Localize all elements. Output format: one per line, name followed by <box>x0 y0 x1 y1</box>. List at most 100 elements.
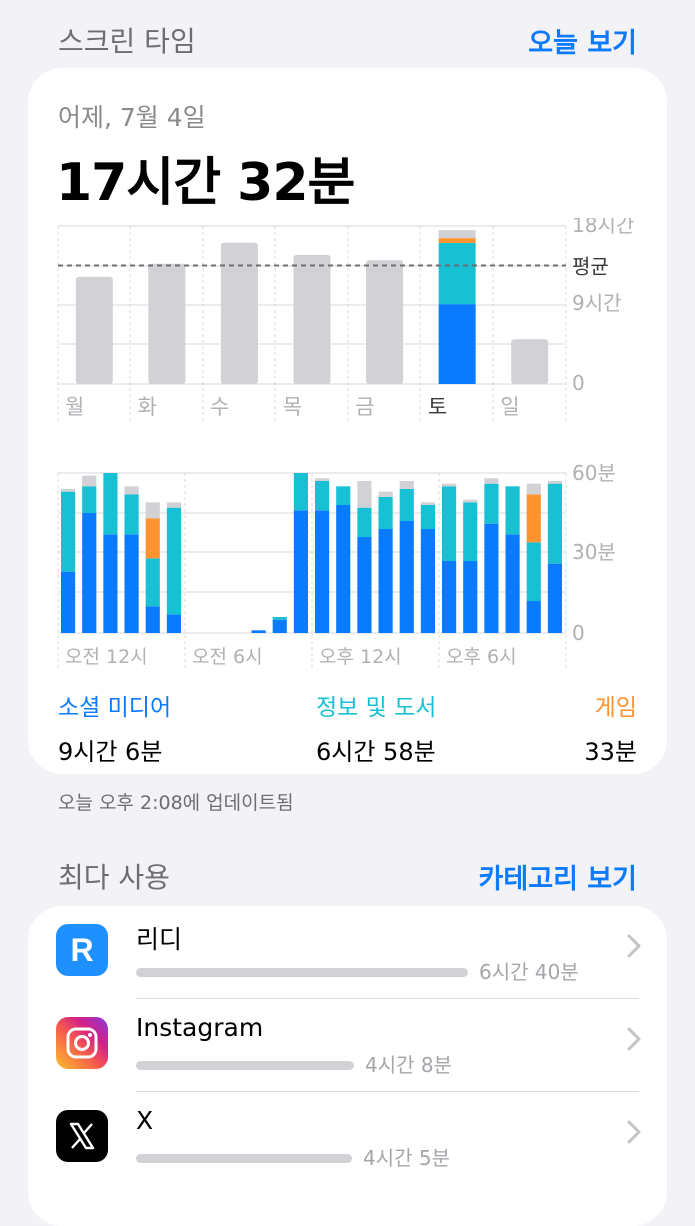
weekly-bar-segment-game[interactable] <box>438 238 476 243</box>
most-used-list: R 리디 6시간 40분 Instagram 4시간 8분 X 4시간 5분 <box>28 906 667 1226</box>
weekly-y-tick: 0 <box>572 371 585 395</box>
hourly-bar-segment-info[interactable] <box>103 473 118 535</box>
hourly-bar-segment-info[interactable] <box>315 481 330 511</box>
usage-time: 6시간 40분 <box>479 960 579 984</box>
hourly-bar-segment-game[interactable] <box>145 518 160 559</box>
hourly-y-tick: 30분 <box>572 540 616 564</box>
hourly-chart[interactable]: 오전 12시 오전 6시 오후 12시 오후 6시 60분 30분 0 <box>28 463 667 683</box>
hourly-bar-segment-social[interactable] <box>336 505 351 633</box>
hourly-bar-segment-info[interactable] <box>505 486 520 535</box>
hourly-bar-segment-info[interactable] <box>463 502 478 561</box>
chevron-right-icon <box>627 934 641 958</box>
hourly-bar-segment-info[interactable] <box>272 617 287 620</box>
weekly-bar-segment-other[interactable] <box>438 230 476 239</box>
hourly-bar-segment-social[interactable] <box>420 529 435 633</box>
weekly-bar[interactable] <box>75 276 113 384</box>
hourly-bar-segment-social[interactable] <box>547 563 562 633</box>
weekly-bar[interactable] <box>148 263 186 384</box>
weekly-bar[interactable] <box>293 254 331 384</box>
hourly-bar-segment-other[interactable] <box>484 478 499 484</box>
weekly-y-tick: 9시간 <box>572 291 622 315</box>
hourly-bar-segment-social[interactable] <box>526 601 541 633</box>
category-game: 게임 33분 <box>584 688 637 767</box>
view-today-link[interactable]: 오늘 보기 <box>528 27 637 59</box>
hourly-bar-segment-info[interactable] <box>336 486 351 505</box>
most-used-header: 최다 사용 카테고리 보기 <box>58 856 637 896</box>
app-name: 리디 <box>136 925 183 954</box>
hourly-bar-segment-social[interactable] <box>251 630 266 633</box>
hourly-bar-segment-other[interactable] <box>357 481 372 508</box>
hourly-bar-segment-social[interactable] <box>357 537 372 633</box>
hourly-bar-segment-social[interactable] <box>61 571 76 633</box>
weekly-bar-segment-social[interactable] <box>438 304 476 384</box>
hourly-x-label: 오전 6시 <box>192 646 263 668</box>
view-categories-link[interactable]: 카테고리 보기 <box>478 863 637 895</box>
hourly-bar-segment-info[interactable] <box>399 489 414 521</box>
hourly-bar-segment-other[interactable] <box>420 502 435 505</box>
total-time: 17시간 32분 <box>56 153 355 213</box>
app-row-x[interactable]: X 4시간 5분 <box>28 1092 667 1185</box>
updated-label: 오늘 오후 2:08에 업데이트됨 <box>58 792 294 814</box>
hourly-bar-segment-social[interactable] <box>378 529 393 633</box>
hourly-bar-segment-info[interactable] <box>547 483 562 564</box>
hourly-bar-segment-social[interactable] <box>484 523 499 633</box>
hourly-bar-segment-other[interactable] <box>124 486 139 495</box>
app-row-ridi[interactable]: R 리디 6시간 40분 <box>28 906 667 999</box>
hourly-bar-segment-social[interactable] <box>293 510 308 633</box>
weekly-bar-segment-info[interactable] <box>438 242 476 305</box>
hourly-bar-segment-info[interactable] <box>145 558 160 607</box>
hourly-bar-segment-info[interactable] <box>82 486 97 513</box>
hourly-bar-segment-info[interactable] <box>124 494 139 535</box>
hourly-bar-segment-social[interactable] <box>124 534 139 633</box>
weekly-bar[interactable] <box>511 339 549 384</box>
hourly-bar-segment-other[interactable] <box>378 491 393 497</box>
hourly-bar-segment-other[interactable] <box>82 475 97 487</box>
hourly-bar-segment-other[interactable] <box>315 478 330 481</box>
hourly-bar-segment-info[interactable] <box>378 497 393 529</box>
hourly-bar-segment-social[interactable] <box>166 614 181 633</box>
hourly-bar-segment-info[interactable] <box>442 486 457 561</box>
hourly-bar-segment-game[interactable] <box>526 494 541 543</box>
usage-bar <box>136 1154 352 1163</box>
category-social: 소셜 미디어 9시간 6분 <box>58 688 171 767</box>
hourly-bar-segment-social[interactable] <box>399 521 414 633</box>
hourly-bar-segment-other[interactable] <box>526 483 541 495</box>
hourly-bar-segment-info[interactable] <box>420 505 435 529</box>
hourly-bar-segment-social[interactable] <box>463 561 478 633</box>
hourly-bar-segment-social[interactable] <box>103 534 118 633</box>
hourly-bar-segment-other[interactable] <box>399 481 414 489</box>
x-icon <box>56 1110 108 1162</box>
hourly-bar-segment-social[interactable] <box>272 619 287 633</box>
hourly-bar-segment-info[interactable] <box>61 491 76 572</box>
weekly-bar[interactable] <box>366 260 404 384</box>
weekly-day-label: 수 <box>210 395 229 419</box>
hourly-bar-segment-info[interactable] <box>357 507 372 537</box>
hourly-bar-segment-other[interactable] <box>166 502 181 508</box>
section-title: 스크린 타임 <box>58 25 196 58</box>
app-row-instagram[interactable]: Instagram 4시간 8분 <box>28 999 667 1092</box>
app-name: Instagram <box>136 1013 264 1042</box>
hourly-bar-segment-info[interactable] <box>526 542 541 601</box>
hourly-bar-segment-info[interactable] <box>484 483 499 524</box>
hourly-bar-segment-social[interactable] <box>82 513 97 633</box>
category-value: 6시간 58분 <box>316 738 436 766</box>
weekly-day-label: 목 <box>283 395 302 419</box>
hourly-bar-segment-other[interactable] <box>61 489 76 492</box>
weekly-bar[interactable] <box>220 242 258 384</box>
hourly-x-label: 오후 12시 <box>319 646 402 668</box>
hourly-bar-segment-info[interactable] <box>293 473 308 511</box>
screen-time-card[interactable]: 어제, 7월 4일 17시간 32분 월 화 수 목 금 토 일 18시간 평균 9시간 0 <box>28 68 667 774</box>
hourly-bar-segment-other[interactable] <box>463 499 478 503</box>
separator <box>136 998 639 999</box>
hourly-bar-segment-social[interactable] <box>505 534 520 633</box>
hourly-bar-segment-social[interactable] <box>315 510 330 633</box>
app-name: X <box>136 1106 154 1135</box>
hourly-bar-segment-other[interactable] <box>442 483 457 487</box>
hourly-bar-segment-other[interactable] <box>547 481 562 484</box>
hourly-bar-segment-social[interactable] <box>145 606 160 633</box>
weekly-y-tick: 18시간 <box>572 218 634 237</box>
hourly-bar-segment-other[interactable] <box>145 502 160 519</box>
hourly-bar-segment-info[interactable] <box>166 507 181 615</box>
hourly-bar-segment-social[interactable] <box>442 561 457 633</box>
